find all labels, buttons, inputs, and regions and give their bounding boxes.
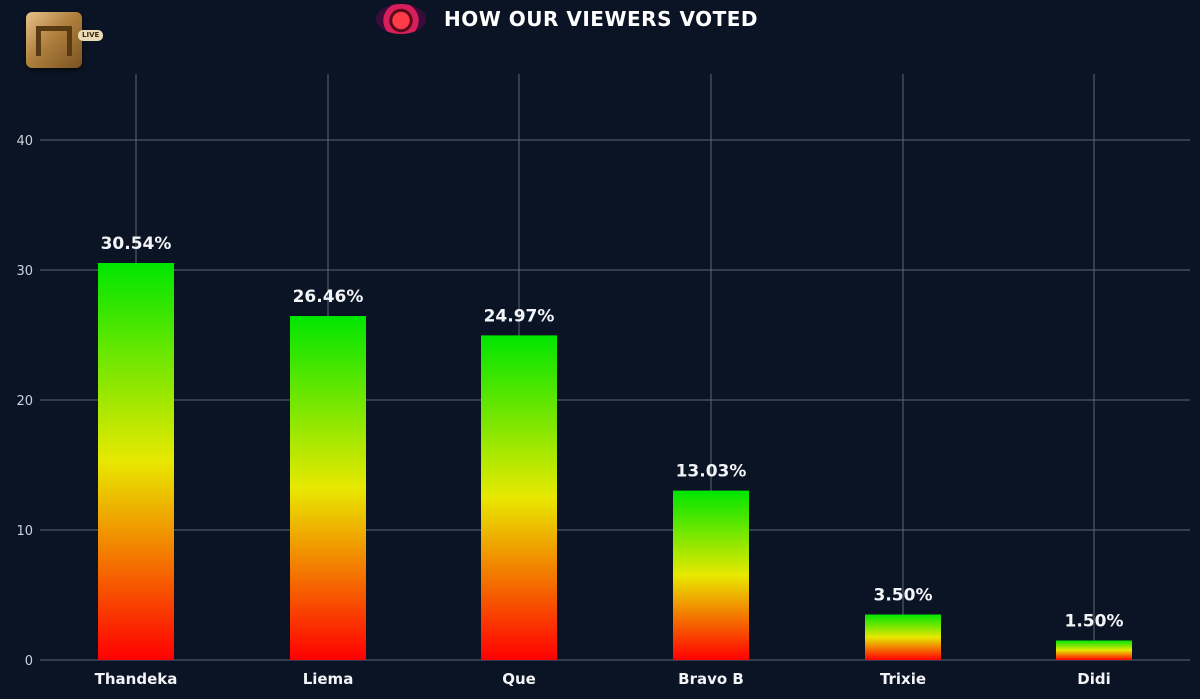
logo-mark: [36, 26, 72, 56]
chart-title: HOW OUR VIEWERS VOTED: [444, 7, 758, 31]
y-tick-label: 20: [16, 394, 33, 409]
x-tick-label: Liema: [303, 670, 354, 688]
y-tick-label: 30: [16, 264, 33, 279]
bar: [865, 614, 941, 660]
data-label: 1.50%: [1065, 612, 1124, 632]
bar: [1056, 640, 1132, 660]
show-emblem-icon: [376, 4, 426, 34]
bar: [290, 316, 366, 660]
bar: [481, 335, 557, 660]
x-tick-label: Didi: [1077, 670, 1110, 688]
y-tick-label: 10: [16, 524, 33, 539]
y-tick-label: 0: [25, 654, 33, 669]
bar: [673, 490, 749, 660]
data-label: 24.97%: [484, 306, 555, 326]
x-tick-label: Bravo B: [678, 670, 744, 688]
x-tick-label: Trixie: [880, 670, 926, 688]
data-label: 3.50%: [874, 586, 933, 606]
y-tick-label: 40: [16, 134, 33, 149]
data-label: 13.03%: [676, 462, 747, 482]
data-label: 26.46%: [293, 287, 364, 307]
chart-header: HOW OUR VIEWERS VOTED: [376, 4, 758, 34]
data-label: 30.54%: [101, 234, 172, 254]
x-tick-label: Que: [502, 670, 536, 688]
logo-live-badge: LIVE: [78, 30, 104, 41]
x-tick-label: Thandeka: [95, 670, 178, 688]
channel-logo-icon: LIVE: [26, 12, 104, 68]
bar: [98, 262, 174, 660]
